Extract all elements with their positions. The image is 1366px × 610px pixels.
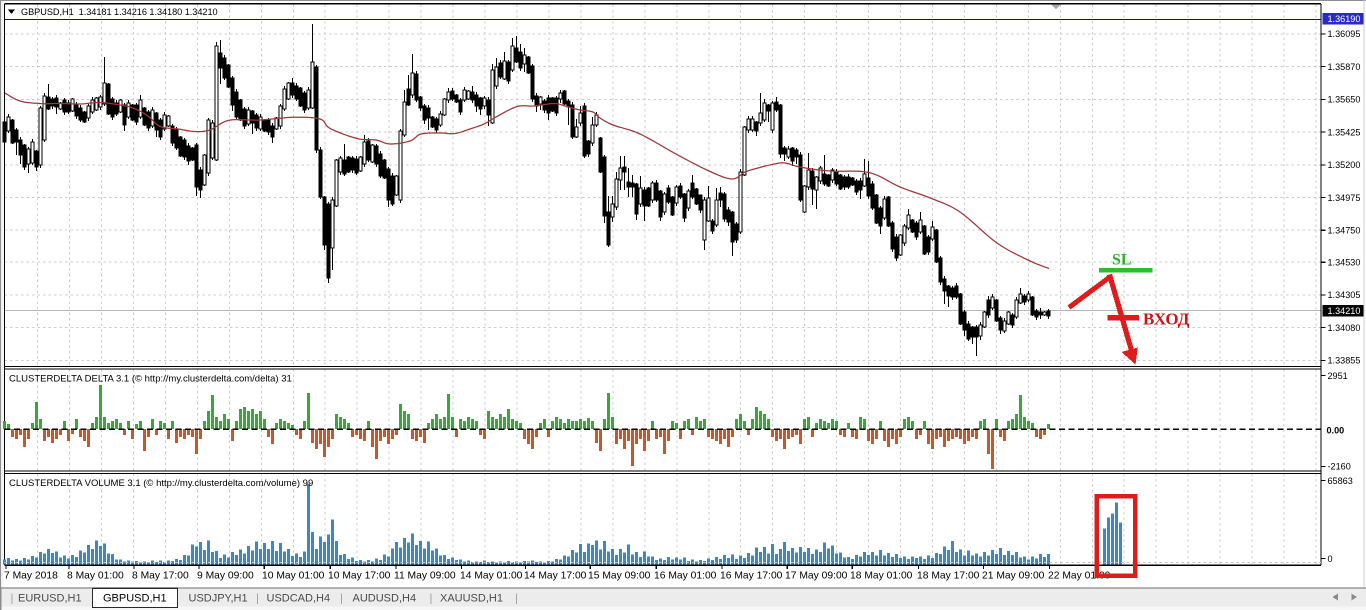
svg-text:1.34750: 1.34750	[1328, 226, 1361, 236]
svg-text:8 May 01:00: 8 May 01:00	[67, 571, 124, 582]
svg-text:1.35425: 1.35425	[1328, 127, 1361, 137]
svg-text:18 May 17:00: 18 May 17:00	[917, 571, 980, 582]
svg-text:10 May 17:00: 10 May 17:00	[328, 571, 391, 582]
svg-text:SL: SL	[1112, 252, 1132, 269]
svg-text:1.35650: 1.35650	[1328, 95, 1361, 105]
svg-text:-2160: -2160	[1328, 462, 1351, 472]
svg-text:17 May 09:00: 17 May 09:00	[785, 571, 848, 582]
svg-text:CLUSTERDELTA DELTA 3.1 (© h: CLUSTERDELTA DELTA 3.1 (© http://my.clus…	[9, 374, 292, 385]
svg-text:16 May 17:00: 16 May 17:00	[720, 571, 783, 582]
svg-text:22 May 01:00: 22 May 01:00	[1048, 571, 1111, 582]
svg-text:1.33855: 1.33855	[1328, 356, 1361, 366]
svg-text:1.36095: 1.36095	[1328, 29, 1361, 39]
svg-text:1.34305: 1.34305	[1328, 290, 1361, 300]
svg-text:16 May 01:00: 16 May 01:00	[654, 571, 717, 582]
svg-text:1.34210: 1.34210	[1328, 306, 1361, 316]
svg-text:|: |	[340, 593, 343, 605]
svg-text:ВХОД: ВХОД	[1143, 310, 1190, 329]
svg-text:0: 0	[1328, 554, 1333, 564]
svg-text:1.35870: 1.35870	[1328, 62, 1361, 72]
svg-text:EURUSD,H1: EURUSD,H1	[18, 593, 82, 605]
svg-text:9 May 09:00: 9 May 09:00	[197, 571, 254, 582]
svg-text:|: |	[256, 593, 259, 605]
svg-text:11 May 09:00: 11 May 09:00	[394, 571, 456, 582]
svg-text:1.34080: 1.34080	[1328, 323, 1361, 333]
svg-text:USDCAD,H4: USDCAD,H4	[267, 593, 331, 605]
svg-text:GBPUSD,H1: GBPUSD,H1	[103, 593, 167, 605]
svg-text:14 May 17:00: 14 May 17:00	[524, 571, 587, 582]
svg-text:USDJPY,H1: USDJPY,H1	[189, 593, 248, 605]
svg-text:1.35200: 1.35200	[1328, 160, 1361, 170]
svg-text:|: |	[430, 593, 433, 605]
svg-text:|: |	[11, 593, 14, 605]
svg-text:GBPUSD,H1 1.34181 1.34216 1.3: GBPUSD,H1 1.34181 1.34216 1.34180 1.3421…	[21, 7, 218, 17]
svg-text:XAUUSD,H1: XAUUSD,H1	[440, 593, 503, 605]
svg-text:AUDUSD,H4: AUDUSD,H4	[353, 593, 417, 605]
svg-text:10 May 01:00: 10 May 01:00	[262, 571, 325, 582]
svg-text:0.00: 0.00	[1327, 426, 1345, 436]
svg-text:21 May 09:00: 21 May 09:00	[982, 571, 1045, 582]
svg-text:2951: 2951	[1328, 371, 1348, 381]
svg-text:|: |	[515, 593, 518, 605]
svg-text:1.34530: 1.34530	[1328, 258, 1361, 268]
svg-text:14 May 01:00: 14 May 01:00	[460, 571, 523, 582]
svg-text:18 May 01:00: 18 May 01:00	[850, 571, 913, 582]
svg-text:7 May 2018: 7 May 2018	[4, 571, 58, 582]
svg-text:CLUSTERDELTA VOLUME 3.1 (©: CLUSTERDELTA VOLUME 3.1 (© http://my.clu…	[9, 478, 313, 489]
svg-text:1.36190: 1.36190	[1328, 14, 1361, 24]
svg-text:1.34975: 1.34975	[1328, 193, 1361, 203]
svg-text:65863: 65863	[1328, 476, 1353, 486]
svg-text:8 May 17:00: 8 May 17:00	[132, 571, 189, 582]
svg-text:15 May 09:00: 15 May 09:00	[588, 571, 651, 582]
